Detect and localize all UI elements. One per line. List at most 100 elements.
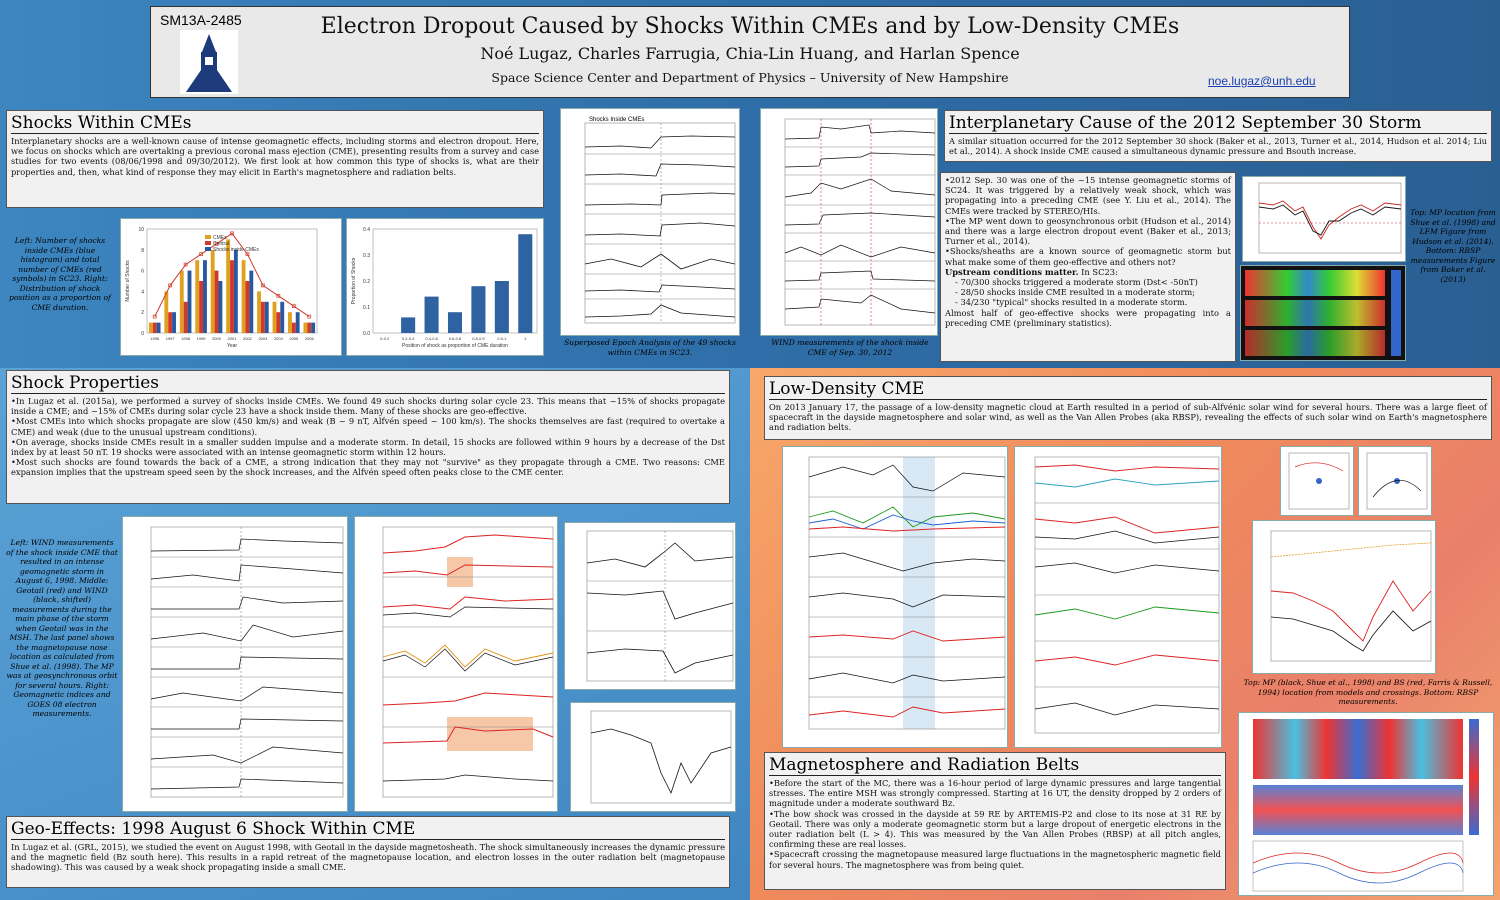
rbsp-2013-svg — [1252, 719, 1479, 892]
mc-highlight — [903, 457, 935, 729]
chart1-point — [214, 241, 219, 246]
chart2-xtick: 0.6-0.8 — [449, 336, 462, 341]
author-email-link[interactable]: noe.lugaz@unh.edu — [1208, 74, 1316, 88]
wind-2013-plot — [782, 446, 1008, 748]
shocks-within-panel: Shocks Within CMEs Interplanetary shocks… — [6, 110, 544, 208]
chart1-bar — [218, 281, 223, 333]
geomagnetic-indices-plot — [564, 522, 736, 690]
chart1-legend-label: Central — [213, 241, 229, 247]
geotail-svg — [382, 526, 554, 798]
upstream-bold: Upstream conditions matter. — [945, 266, 1079, 277]
chart1-bar — [241, 260, 246, 333]
chart2-xtick: 0.9-1 — [497, 336, 507, 341]
chart1-xtick: 2002 — [243, 336, 253, 341]
mp-location-svg — [1258, 182, 1402, 254]
highlight-box — [447, 557, 473, 587]
chart1-point — [168, 283, 173, 288]
chart1-ytick: 2 — [141, 310, 144, 316]
chart1-point — [245, 252, 250, 257]
highlight-box — [447, 717, 533, 751]
chart1-bar — [179, 270, 184, 333]
chart1-xtick: 2000 — [212, 336, 222, 341]
chart1-bar — [233, 249, 238, 333]
low-density-caption: Top: MP (black, Shue et al., 1998) and B… — [1243, 678, 1493, 706]
superposed-epoch-plot: Shocks Inside CMEs — [560, 108, 740, 336]
shock-properties-title: Shock Properties — [11, 373, 725, 394]
poster-code: SM13A-2485 — [160, 12, 242, 28]
chart2-bar — [518, 234, 533, 333]
upstream-tail: In SC23: — [1078, 266, 1118, 277]
chart1-bar — [164, 291, 169, 333]
chart1-point — [307, 314, 312, 319]
orbit-plot-1 — [1280, 446, 1354, 516]
poster-header — [150, 6, 1350, 98]
geotail-plot — [354, 516, 558, 812]
chart1-bar — [230, 260, 234, 333]
chart1-legend-swatch — [205, 241, 211, 245]
chart2-bar — [401, 317, 416, 333]
chart2-bar — [471, 286, 486, 333]
superposed-label: Shocks Inside CMEs — [589, 117, 644, 123]
shock-props-bullet-3: •On average, shocks inside CMEs result i… — [11, 436, 725, 458]
shock-props-bullet-4: •Most such shocks are found towards the … — [11, 457, 725, 478]
mp-location-plot — [1242, 176, 1406, 262]
chart1-bar — [203, 260, 207, 333]
chart1-bar — [311, 322, 316, 333]
orbit-plot-2-svg — [1366, 452, 1428, 510]
upstream-item-3: - 34/230 "typical" shocks resulted in a … — [955, 297, 1188, 308]
shocks-within-text: Interplanetary shocks are a well-known c… — [11, 136, 539, 177]
magnetosphere-title: Magnetosphere and Radiation Belts — [769, 755, 1221, 776]
chart1-legend-label: CMEs — [213, 235, 227, 241]
chart1-bar — [172, 312, 176, 333]
goes-electron-plot — [570, 702, 736, 812]
wind-2012-plot — [760, 108, 938, 336]
shock-properties-caption: Left: WIND measurements of the shock ins… — [6, 538, 118, 718]
chart1-bar — [187, 270, 192, 333]
low-density-title: Low-Density CME — [769, 379, 1487, 400]
wind-2013-svg — [808, 456, 1006, 730]
chart2-xlabel: Position of shock as proportion of CME d… — [402, 343, 508, 349]
shock-properties-panel: Shock Properties •In Lugaz et al. (2015a… — [6, 370, 730, 504]
shocks-within-title: Shocks Within CMEs — [11, 113, 539, 134]
chart1-bar — [156, 322, 161, 333]
shocks-within-caption: Left: Number of shocks inside CMEs (blue… — [9, 236, 111, 312]
chart1-point — [261, 283, 265, 288]
goes-electron-svg — [590, 710, 732, 804]
chart1-bar — [260, 301, 265, 333]
magnetosphere-bullet-2: •The bow shock was crossed in the daysid… — [769, 808, 1221, 850]
chart2-xtick: 0.4-0.6 — [425, 336, 438, 341]
chart2-ytick: 0.1 — [363, 305, 370, 311]
low-density-text: On 2013 January 17, the passage of a low… — [769, 402, 1487, 433]
chart1-xtick: 1998 — [181, 336, 191, 341]
magnetosheath-2013-svg — [1034, 456, 1220, 734]
geo-effects-title: Geo-Effects: 1998 August 6 Shock Within … — [11, 819, 725, 840]
chart2-bar — [494, 281, 509, 333]
chart1-xtick: 1999 — [197, 336, 207, 341]
magnetosphere-panel: Magnetosphere and Radiation Belts •Befor… — [764, 752, 1226, 890]
shock-count-svg: 0 2 4 6 8 10 1996 1997 1998 1999 2000 2001 2002 2003 2… — [125, 227, 318, 349]
wind-1998-plot — [122, 516, 348, 812]
chart1-xtick: 1996 — [150, 336, 160, 341]
orbit-plot-2 — [1358, 446, 1432, 516]
chart1-xtick: 2006 — [305, 336, 315, 341]
chart2-ytick: 0.4 — [363, 227, 370, 233]
orbit-plot-1-svg — [1288, 452, 1350, 510]
university-logo-icon — [180, 30, 238, 94]
chart1-ytick: 4 — [141, 289, 144, 295]
chart1-bar — [307, 322, 312, 333]
chart2-ytick: 0.0 — [363, 331, 370, 337]
interplanetary-title: Interplanetary Cause of the 2012 Septemb… — [949, 113, 1487, 134]
wind-2012-svg — [784, 118, 936, 326]
chart2-bar — [447, 312, 463, 333]
chart1-bar — [280, 301, 285, 333]
chart1-bar — [288, 312, 292, 333]
interplanetary-bullet-3: •Shocks/sheaths are a known source of ge… — [945, 246, 1231, 267]
chart1-xlabel: Year — [227, 343, 237, 349]
chart2-xtick: 1 — [524, 336, 527, 341]
chart1-point — [230, 231, 234, 236]
geo-effects-panel: Geo-Effects: 1998 August 6 Shock Within … — [6, 816, 730, 888]
chart1-xtick: 1997 — [166, 336, 176, 341]
chart1-point — [183, 262, 188, 267]
interplanetary-body-panel: •2012 Sep. 30 was one of the ~15 intense… — [940, 172, 1236, 362]
chart1-bar — [257, 291, 261, 333]
